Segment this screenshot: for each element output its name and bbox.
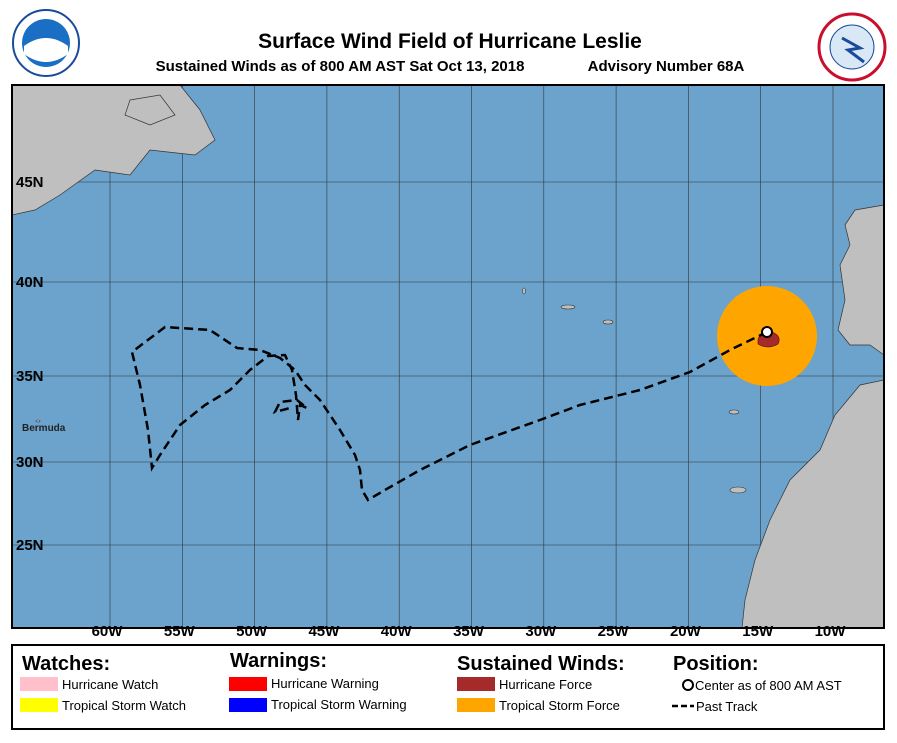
azores <box>560 304 576 310</box>
legend-item: Center as of 800 AM AST <box>695 678 842 693</box>
legend-item: Past Track <box>696 699 758 714</box>
legend-item: Hurricane Warning <box>271 676 379 691</box>
place-label: Bermuda <box>22 423 66 434</box>
madeira <box>728 409 740 415</box>
noaa-logo-bird <box>24 38 68 62</box>
past-track <box>130 325 768 502</box>
azores <box>522 287 526 295</box>
advisory: Advisory Number 68A <box>588 58 745 75</box>
title: Surface Wind Field of Hurricane Leslie <box>258 30 642 53</box>
latitude-label: 45N <box>16 174 44 191</box>
legend-swatch <box>20 698 58 712</box>
longitude-label: 40W <box>381 623 413 640</box>
longitude-label: 35W <box>453 623 485 640</box>
legend-swatch <box>457 677 495 691</box>
azores <box>602 319 614 325</box>
latitude-label: 40N <box>16 274 44 291</box>
map-frame <box>11 84 885 629</box>
longitude-label: 25W <box>598 623 630 640</box>
newfoundland <box>124 94 176 126</box>
longitude-label: 55W <box>164 623 196 640</box>
latitude-label: 30N <box>16 454 44 471</box>
legend-item: Tropical Storm Force <box>499 698 620 713</box>
legend-item: Tropical Storm Watch <box>62 698 186 713</box>
nws-logo-bolt <box>841 36 865 64</box>
longitude-label: 45W <box>308 623 340 640</box>
longitude-label: 10W <box>815 623 847 640</box>
longitude-label: 20W <box>670 623 702 640</box>
latitude-label: 35N <box>16 368 44 385</box>
iberia <box>837 204 885 356</box>
legend-swatch <box>20 677 58 691</box>
map: Bermuda 60W 55W 50W 45W 40W 35W 30W 25W 20W 15W 10… <box>11 84 885 640</box>
legend-swatch <box>457 698 495 712</box>
islands <box>35 287 747 494</box>
legend-swatch <box>229 698 267 712</box>
legend-heading: Watches: <box>22 653 110 675</box>
canary-islands <box>729 486 747 494</box>
legend-item: Hurricane Force <box>499 677 592 692</box>
legend-center-icon <box>682 679 694 691</box>
longitude-label: 60W <box>92 623 124 640</box>
subtitle: Sustained Winds as of 800 AM AST Sat Oct… <box>156 58 525 75</box>
legend-heading: Warnings: <box>230 650 327 672</box>
legend-item: Hurricane Watch <box>62 677 158 692</box>
longitude-label: 30W <box>525 623 557 640</box>
legend-swatch <box>229 677 267 691</box>
longitude-label: 15W <box>742 623 774 640</box>
legend-heading: Position: <box>673 653 759 675</box>
nws-logo-inner <box>829 24 875 70</box>
legend <box>11 644 885 730</box>
legend-heading: Sustained Winds: <box>457 653 625 675</box>
bermuda <box>35 419 41 423</box>
latitude-label: 25N <box>16 537 44 554</box>
longitude-label: 50W <box>236 623 268 640</box>
center-position <box>761 326 773 338</box>
legend-item: Tropical Storm Warning <box>271 697 407 712</box>
